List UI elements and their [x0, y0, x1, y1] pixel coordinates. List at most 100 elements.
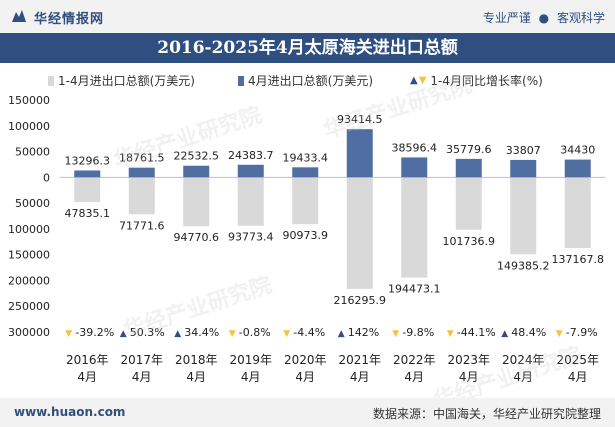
bar-cumulative [292, 177, 319, 225]
x-tick-label-year: 2021年 [338, 353, 381, 367]
x-tick-label-month: 4月 [350, 370, 370, 384]
data-label-monthly: 38596.4 [392, 141, 438, 154]
bar-monthly [128, 167, 155, 178]
legend-up-triangle-icon: ▲ [410, 75, 418, 86]
logo-icon [12, 10, 26, 22]
growth-label: 50.3% [130, 326, 165, 339]
data-label-cumulative: 194473.1 [388, 283, 441, 296]
bar-monthly [455, 158, 482, 178]
growth-label: -39.2% [75, 326, 114, 339]
growth-label: -4.4% [293, 326, 325, 339]
legend-swatch-cumulative [48, 75, 54, 86]
bar-cumulative [346, 177, 373, 289]
footer-bar: www.huaon.com 数据来源：中国海关，华经产业研究院整理 [0, 398, 615, 427]
growth-down-icon: ▼ [283, 329, 290, 339]
bar-cumulative [128, 177, 155, 215]
y-tick-label: 200000 [8, 274, 50, 287]
bar-monthly [237, 164, 264, 178]
bar-monthly [346, 129, 373, 178]
slogan: 专业严谨 ● 客观科学 [483, 9, 605, 26]
x-tick-label-month: 4月 [295, 370, 315, 384]
data-label-monthly: 18761.5 [119, 152, 165, 165]
chart-area: 150000 100000 50000 0 50000 100000 150000 20000… [8, 94, 605, 384]
y-tick-label: 100000 [8, 223, 50, 236]
legend-down-triangle-icon: ▼ [418, 75, 427, 86]
data-label-cumulative: 93773.4 [228, 231, 274, 244]
growth-down-icon: ▼ [229, 329, 236, 339]
y-tick-label: 50000 [15, 197, 50, 210]
x-tick-label-year: 2023年 [447, 353, 490, 367]
bar-monthly [564, 159, 591, 178]
x-tick-label-year: 2025年 [556, 353, 599, 367]
slogan-part-2: 客观科学 [556, 11, 605, 25]
data-label-monthly: 33807 [506, 144, 541, 157]
bar-monthly [74, 170, 101, 178]
data-label-monthly: 24383.7 [228, 149, 274, 162]
data-label-monthly: 93414.5 [337, 113, 383, 126]
data-label-cumulative: 216295.9 [334, 294, 387, 307]
data-label-cumulative: 101736.9 [443, 235, 496, 248]
bar-cumulative [401, 177, 428, 278]
growth-label: -0.8% [239, 326, 271, 339]
bar-monthly [401, 157, 428, 178]
data-label-monthly: 34430 [560, 144, 595, 157]
bar-monthly [183, 165, 210, 178]
data-label-cumulative: 94770.6 [174, 231, 220, 244]
x-tick-label-year: 2020年 [284, 353, 327, 367]
bullet-icon: ● [538, 11, 550, 25]
slogan-part-1: 专业严谨 [482, 11, 531, 25]
chart-title: 2016-2025年4月太原海关进出口总额 [0, 33, 615, 63]
growth-label: 34.4% [184, 326, 219, 339]
x-tick-label-year: 2024年 [502, 353, 545, 367]
growth-down-icon: ▼ [392, 329, 399, 339]
y-tick-label: 0 [43, 171, 50, 184]
chart-legend: 1-4月进出口总额(万美元) 4月进出口总额(万美元) ▲ ▼ 1-4月同比增长… [0, 70, 615, 92]
growth-up-icon: ▲ [501, 329, 508, 339]
x-tick-label-month: 4月 [186, 370, 206, 384]
legend-item-growth: ▲ ▼ 1-4月同比增长率(%) [410, 72, 543, 89]
bar-cumulative [74, 177, 101, 202]
growth-label: -44.1% [457, 326, 496, 339]
y-tick-label: 300000 [8, 326, 50, 339]
footer-url[interactable]: www.huaon.com [14, 405, 126, 419]
x-tick-label-year: 2016年 [66, 353, 109, 367]
growth-label: 48.4% [511, 326, 546, 339]
x-tick-label-year: 2022年 [393, 353, 436, 367]
brand-name: 华经情报网 [34, 12, 105, 27]
growth-up-icon: ▲ [174, 329, 181, 339]
x-tick-label-year: 2019年 [229, 353, 272, 367]
legend-item-cumulative: 1-4月进出口总额(万美元) [48, 72, 195, 89]
growth-label: -9.8% [402, 326, 434, 339]
y-tick-label: 100000 [8, 120, 50, 133]
growth-down-icon: ▼ [556, 329, 563, 339]
x-tick-label-month: 4月 [132, 370, 152, 384]
legend-label-cumulative: 1-4月进出口总额(万美元) [58, 74, 195, 88]
x-tick-label-month: 4月 [77, 370, 97, 384]
data-label-monthly: 19433.4 [283, 151, 329, 164]
y-tick-label: 150000 [8, 249, 50, 262]
growth-label: 142% [348, 326, 379, 339]
x-tick-label-month: 4月 [241, 370, 261, 384]
footer-source: 数据来源：中国海关，华经产业研究院整理 [372, 407, 601, 421]
x-tick-label-month: 4月 [513, 370, 533, 384]
bar-cumulative [510, 177, 537, 255]
data-label-monthly: 13296.3 [65, 154, 111, 167]
bar-monthly [292, 167, 319, 178]
data-label-cumulative: 149385.2 [497, 259, 550, 272]
y-tick-label: 150000 [8, 94, 50, 107]
legend-label-growth: 1-4月同比增长率(%) [430, 74, 543, 88]
growth-up-icon: ▲ [120, 329, 127, 339]
data-label-cumulative: 137167.8 [552, 253, 605, 266]
data-label-cumulative: 90973.9 [283, 229, 329, 242]
bar-cumulative [564, 177, 591, 249]
legend-label-monthly: 4月进出口总额(万美元) [248, 74, 373, 88]
bar-cumulative [237, 177, 264, 226]
bar-cumulative [183, 177, 210, 227]
bar-cumulative [455, 177, 482, 230]
header-bar: 华经情报网 专业严谨 ● 客观科学 [0, 0, 615, 33]
x-tick-label-year: 2018年 [175, 353, 218, 367]
data-label-cumulative: 71771.6 [119, 219, 165, 232]
y-tick-label: 250000 [8, 300, 50, 313]
data-label-monthly: 35779.6 [446, 143, 492, 156]
x-tick-label-month: 4月 [568, 370, 588, 384]
